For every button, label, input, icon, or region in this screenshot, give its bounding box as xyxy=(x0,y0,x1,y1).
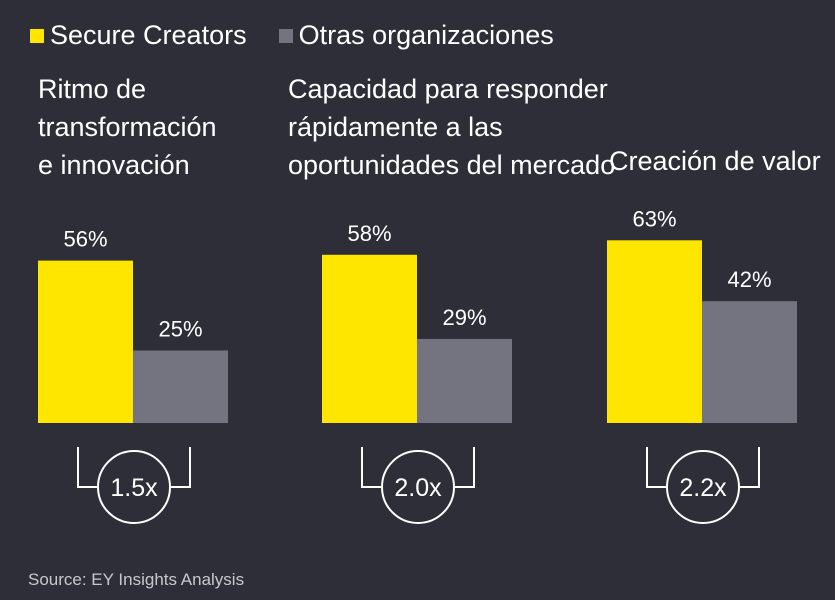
bracket-2 xyxy=(361,447,475,488)
source-note: Source: EY Insights Analysis xyxy=(28,570,245,589)
data-label-secure-creators-2: 58% xyxy=(347,221,391,246)
legend-swatch-otras-organizaciones xyxy=(278,28,293,43)
bar-secure-creators-1 xyxy=(38,260,133,423)
multiplier-label-3: 2.2x xyxy=(679,474,727,502)
multiplier-circle-1 xyxy=(97,450,171,524)
group-title-ritmo: Ritmo de transformación e innovación xyxy=(38,74,217,180)
legend: Secure Creators Otras organizaciones xyxy=(30,20,586,51)
bar-secure-creators-2 xyxy=(322,254,417,423)
legend-label-secure-creators: Secure Creators xyxy=(50,20,247,50)
data-label-secure-creators-3: 63% xyxy=(632,206,676,231)
bar-otras-organizaciones-2 xyxy=(417,338,512,423)
data-label-otras-organizaciones-1: 25% xyxy=(158,317,202,342)
legend-item-otras-organizaciones: Otras organizaciones xyxy=(278,20,554,51)
data-label-otras-organizaciones-2: 29% xyxy=(442,305,486,330)
bracket-1 xyxy=(77,447,191,488)
bar-otras-organizaciones-3 xyxy=(702,301,797,423)
data-label-secure-creators-1: 56% xyxy=(63,227,107,252)
multiplier-circle-3 xyxy=(666,450,740,524)
bar-otras-organizaciones-1 xyxy=(133,350,228,423)
legend-swatch-secure-creators xyxy=(30,28,44,43)
bracket-3 xyxy=(646,447,760,488)
multiplier-circle-2 xyxy=(381,450,455,524)
legend-label-otras-organizaciones: Otras organizaciones xyxy=(298,20,554,50)
group-title-capacidad: Capacidad para responder rápidamente a l… xyxy=(288,74,616,180)
multiplier-label-1: 1.5x xyxy=(110,474,158,502)
multiplier-label-2: 2.0x xyxy=(394,474,442,502)
bar-secure-creators-3 xyxy=(607,240,702,423)
legend-item-secure-creators: Secure Creators xyxy=(30,20,247,51)
group-title-creacion: Creación de valor xyxy=(609,146,821,176)
data-label-otras-organizaciones-3: 42% xyxy=(727,267,771,292)
